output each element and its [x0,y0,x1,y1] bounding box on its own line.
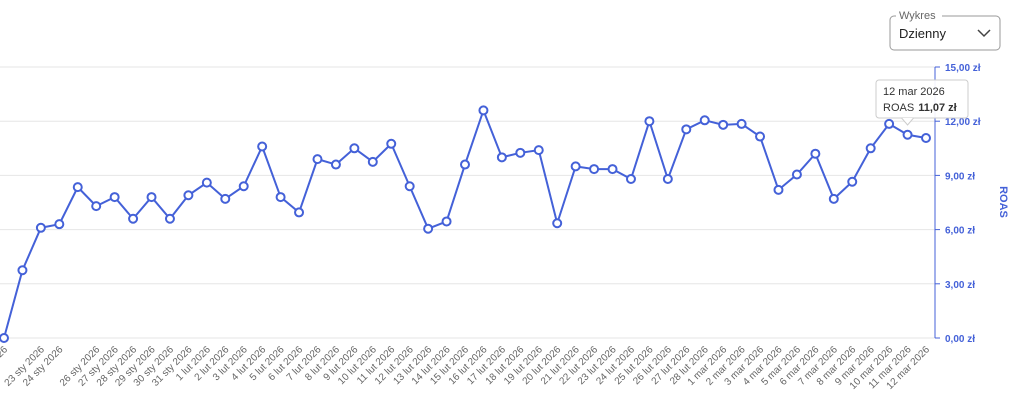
point [644,116,655,127]
point [312,154,323,165]
y-tick-label: 9,00 zł [945,171,975,182]
point [902,129,913,140]
point [718,119,729,130]
point [294,207,305,218]
point [570,161,581,172]
y-tick-label: 3,00 zł [945,280,975,291]
dropdown-box[interactable] [889,15,1001,51]
dropdown-value[interactable]: Dzienny [899,26,946,41]
tooltip-number: 11,07 zł [918,102,957,114]
tooltip-box [875,79,969,119]
point [423,223,434,234]
point [681,124,692,135]
point [607,164,618,175]
point [35,222,46,233]
point [164,213,175,224]
point [183,190,194,201]
point [828,193,839,204]
tooltip-date: 12 mar 2026 [883,86,945,98]
dropdown[interactable]: Wykres Dzienny [889,10,1001,51]
point [220,193,231,204]
point [72,182,83,193]
point [496,152,507,163]
point [533,145,544,156]
point [552,218,563,229]
dropdown-label-bg [896,10,942,20]
point [884,118,895,129]
point [755,131,766,142]
point [847,176,858,187]
point [662,174,673,185]
point [478,105,489,116]
point [330,159,341,170]
y-tick-label: 12,00 zł [945,117,981,128]
point [441,216,452,227]
point [460,159,470,170]
tooltip-name: ROAS [883,102,914,114]
point [275,192,286,203]
point [699,115,710,126]
point [349,143,360,154]
point [91,201,102,212]
tooltip-pointer [901,117,914,126]
y-tick-label: 15,00 zł [945,63,981,74]
point [791,169,802,180]
point [810,148,821,159]
point [515,147,526,158]
point [128,213,139,224]
point [386,138,397,149]
dropdown-label: Wykres [899,10,936,22]
point [54,219,65,230]
line [3,107,927,339]
y-tick-label: 6,00 zł [945,226,975,237]
point [257,141,268,152]
point [921,133,931,144]
point [0,333,9,343]
point [146,192,157,203]
y-tick-label: 0,00 zł [945,334,975,345]
point [773,184,784,195]
point [404,181,415,192]
point [109,192,120,203]
point [736,118,747,129]
point [201,177,212,188]
point [238,181,249,192]
point [625,174,636,185]
tooltip: 12 mar 2026 ROAS 11,07 zł [875,79,969,126]
point [589,164,600,175]
point [17,265,28,276]
point [367,156,378,167]
y-axis-title: ROAS [997,186,1009,218]
tooltip-value: ROAS 11,07 zł [883,102,957,114]
point [865,143,876,154]
dropdown-arrow [977,29,991,38]
